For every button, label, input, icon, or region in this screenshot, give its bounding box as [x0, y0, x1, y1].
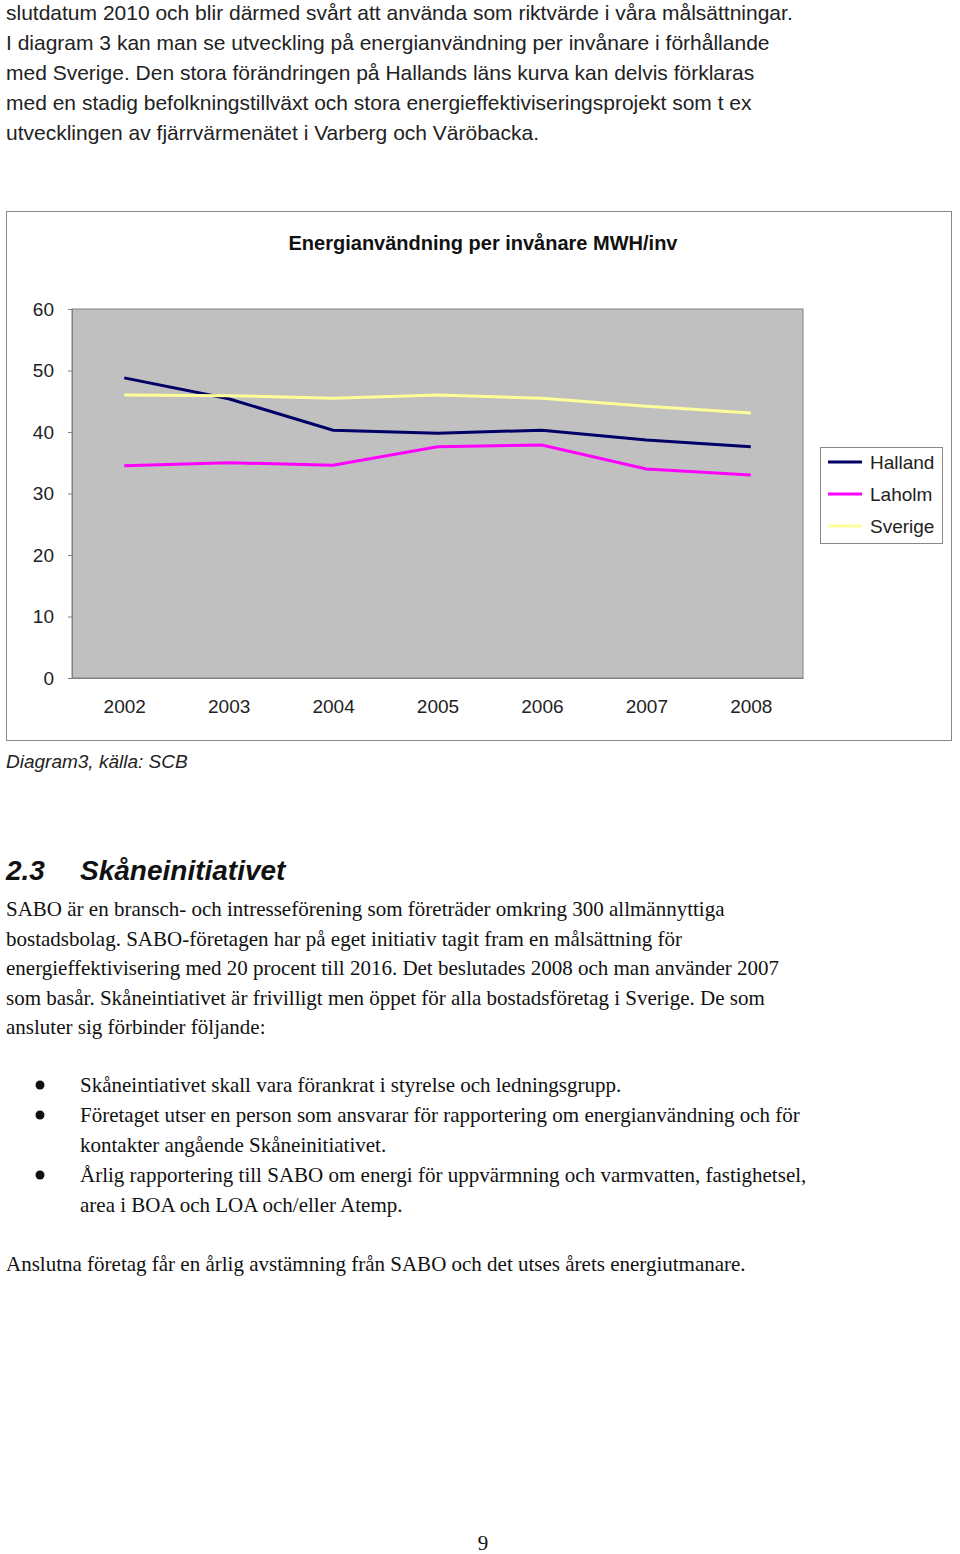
series-line — [124, 378, 751, 447]
bullet-dot — [36, 1111, 45, 1120]
closing-line: Anslutna företag får en årlig avstämning… — [6, 1252, 746, 1276]
bullet-line: Företaget utser en person som ansvarar f… — [80, 1103, 800, 1127]
x-tick-label: 2003 — [208, 696, 250, 717]
bullet-dot — [36, 1171, 45, 1180]
page-number: 9 — [478, 1531, 489, 1554]
x-tick: 2002 — [104, 678, 146, 717]
x-tick-label: 2004 — [312, 696, 355, 717]
y-tick: 20 — [33, 545, 72, 566]
intro-line: slutdatum 2010 och blir därmed svårt att… — [6, 1, 793, 24]
intro-line: med en stadig befolkningstillväxt och st… — [6, 91, 752, 114]
y-tick-mark — [68, 555, 72, 556]
paragraph-line: ansluter sig förbinder följande: — [6, 1015, 266, 1039]
x-tick: 2003 — [208, 678, 250, 717]
section-title: Skåneinitiativet — [80, 855, 287, 886]
x-axis: 2002 2003 2004 2005 2006 2007 2008 — [73, 678, 804, 717]
legend: Halland Laholm Sverige — [821, 448, 943, 544]
legend-label: Halland — [870, 452, 934, 473]
bullet-line: kontakter angående Skåneinitiativet. — [80, 1133, 386, 1157]
x-tick-label: 2007 — [626, 696, 668, 717]
series-line — [124, 445, 751, 475]
paragraph-line: SABO är en bransch- och intresseförening… — [6, 897, 725, 921]
y-tick-mark — [68, 678, 72, 679]
x-tick-label: 2002 — [104, 696, 146, 717]
y-axis: 0 10 20 30 40 50 60 — [33, 299, 73, 689]
legend-box — [821, 448, 943, 544]
y-tick-mark — [68, 309, 72, 310]
y-axis-line — [68, 310, 73, 679]
y-tick-label: 0 — [43, 668, 54, 689]
bullet-line: area i BOA och LOA och/eller Atemp. — [80, 1193, 403, 1217]
x-tick-label: 2008 — [730, 696, 772, 717]
legend-swatch — [828, 461, 862, 464]
series-group — [124, 378, 751, 475]
chart-title: Energianvändning per invånare MWH/inv — [289, 232, 679, 254]
x-tick: 2006 — [521, 678, 563, 717]
plot-area — [72, 309, 803, 678]
x-tick: 2005 — [417, 678, 459, 717]
intro-line: utvecklingen av fjärrvärmenätet i Varber… — [6, 121, 539, 144]
bullet-dot — [36, 1081, 45, 1090]
intro-line: med Sverige. Den stora förändringen på H… — [6, 61, 754, 84]
y-tick-mark — [68, 617, 72, 618]
y-tick: 30 — [33, 483, 72, 504]
x-tick: 2004 — [312, 678, 355, 717]
y-tick-mark — [68, 371, 72, 372]
section-number: 2.3 — [5, 855, 45, 886]
legend-swatch — [828, 525, 862, 528]
bullet-line: Årlig rapportering till SABO om energi f… — [80, 1163, 806, 1187]
y-tick-label: 10 — [33, 606, 54, 627]
y-tick-mark — [68, 432, 72, 433]
y-tick-label: 50 — [33, 360, 54, 381]
legend-swatch — [828, 493, 862, 496]
y-tick: 0 — [43, 668, 72, 689]
y-tick-label: 40 — [33, 422, 54, 443]
series-line — [124, 395, 751, 413]
legend-label: Laholm — [870, 484, 932, 505]
page: slutdatum 2010 och blir därmed svårt att… — [0, 0, 960, 1554]
y-tick: 40 — [33, 422, 72, 443]
x-axis-line — [73, 678, 804, 679]
y-tick-label: 60 — [33, 299, 54, 320]
y-tick-label: 20 — [33, 545, 54, 566]
x-tick-label: 2005 — [417, 696, 459, 717]
x-tick-label: 2006 — [521, 696, 563, 717]
intro-line: I diagram 3 kan man se utveckling på ene… — [6, 31, 770, 54]
caption: Diagram3, källa: SCB — [6, 751, 188, 772]
paragraph-line: energieffektivisering med 20 procent til… — [6, 956, 779, 980]
y-tick: 50 — [33, 360, 72, 381]
y-tick-label: 30 — [33, 483, 54, 504]
y-tick: 60 — [33, 299, 72, 320]
y-tick: 10 — [33, 606, 72, 627]
x-tick: 2008 — [730, 678, 772, 717]
paragraph-line: som basår. Skåneintiativet är frivilligt… — [6, 986, 765, 1010]
chart-frame — [7, 212, 952, 741]
y-tick-mark — [68, 494, 72, 495]
bullet-line: Skåneintiativet skall vara förankrat i s… — [80, 1073, 621, 1097]
legend-label: Sverige — [870, 516, 934, 537]
paragraph-line: bostadsbolag. SABO-företagen har på eget… — [6, 927, 682, 951]
x-tick: 2007 — [626, 678, 668, 717]
